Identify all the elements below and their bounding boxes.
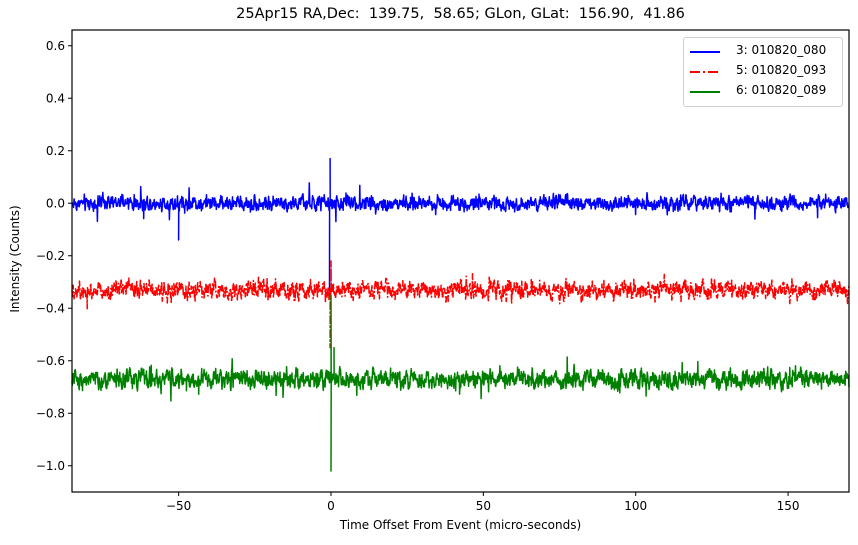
x-tick-label: −50 bbox=[166, 499, 191, 513]
series-line bbox=[71, 294, 850, 472]
y-tick-label: 0.2 bbox=[46, 144, 65, 158]
x-axis-label: Time Offset From Event (micro-seconds) bbox=[339, 518, 582, 532]
y-axis-label: Intensity (Counts) bbox=[8, 205, 22, 313]
y-tick-label: −0.8 bbox=[36, 406, 65, 420]
y-tick-label: −0.4 bbox=[36, 301, 65, 315]
chart-title: 25Apr15 RA,Dec: 139.75, 58.65; GLon, GLa… bbox=[236, 6, 685, 22]
legend-label: 5: 010820_093 bbox=[736, 63, 827, 77]
legend-line-red-dashdot-icon bbox=[690, 71, 720, 73]
x-tick-label: 100 bbox=[624, 499, 647, 513]
x-axis-ticks: −50 0 50 100 150 bbox=[166, 492, 800, 513]
series-line bbox=[71, 157, 850, 296]
y-tick-label: 0.0 bbox=[46, 196, 65, 210]
y-axis-ticks: 0.6 0.4 0.2 0.0 −0.2 −0.4 −0.6 −0.8 −1.0 bbox=[36, 39, 72, 473]
x-tick-label: 0 bbox=[327, 499, 335, 513]
plot-lines bbox=[71, 157, 850, 472]
legend-label: 3: 010820_080 bbox=[736, 43, 827, 57]
legend-item: 6: 010820_089 bbox=[684, 82, 842, 102]
legend-line-green-icon bbox=[690, 91, 720, 93]
legend-label: 6: 010820_089 bbox=[736, 83, 827, 97]
y-tick-label: −0.6 bbox=[36, 354, 65, 368]
legend-item: 5: 010820_093 bbox=[684, 62, 842, 82]
legend-line-blue-icon bbox=[690, 51, 720, 53]
legend-item: 3: 010820_080 bbox=[684, 42, 842, 62]
axes-frame bbox=[71, 29, 850, 493]
y-tick-label: 0.4 bbox=[46, 91, 65, 105]
y-tick-label: −1.0 bbox=[36, 459, 65, 473]
y-tick-label: −0.2 bbox=[36, 249, 65, 263]
x-tick-label: 150 bbox=[777, 499, 800, 513]
series-line bbox=[71, 260, 850, 349]
legend: 3: 010820_080 5: 010820_093 6: 010820_08… bbox=[683, 37, 843, 107]
y-tick-label: 0.6 bbox=[46, 39, 65, 53]
x-tick-label: 50 bbox=[476, 499, 491, 513]
